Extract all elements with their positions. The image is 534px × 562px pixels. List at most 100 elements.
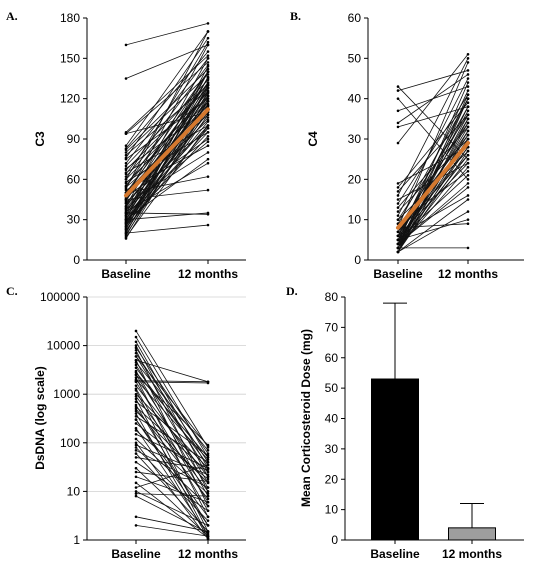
panel-b-12-month-point [466, 101, 470, 104]
panel-c-baseline-point [134, 376, 138, 379]
panel-c-baseline-point [134, 371, 138, 374]
panel-a-y-axis-label: C3 [33, 131, 47, 147]
panel-c-patient-line [135, 356, 209, 473]
panel-c-baseline-point [134, 446, 138, 449]
panel-c-baseline-point [134, 395, 138, 398]
panel-a-12-month-point [206, 140, 210, 143]
panel-a-baseline-point [124, 188, 128, 192]
panel-b-12-month-point [466, 129, 470, 133]
panel-a-baseline-point [124, 237, 128, 240]
panel-b-patient-line [397, 106, 469, 249]
panel-a-baseline-point [124, 218, 128, 221]
panel-a-baseline-point [124, 144, 128, 148]
panel-b-baseline-point [396, 141, 400, 145]
panel-c-baseline-point [134, 351, 138, 355]
panel-a-baseline-point [124, 151, 128, 154]
panel-c-patient-line [135, 495, 209, 534]
panel-b-patient-line [397, 94, 469, 249]
panel-c-baseline-point [134, 409, 138, 413]
panel-c-baseline-point [134, 379, 138, 382]
panel-c-baseline-point [134, 329, 138, 333]
panel-c-patient-line [135, 336, 209, 458]
panel-d: D. Mean Corticosteroid Dose (mg) 0 10 20 30… [286, 284, 524, 561]
panel-c-baseline-point [134, 384, 138, 387]
panel-c-patient-line [135, 374, 209, 446]
panel-a-12-month-point [206, 126, 210, 130]
panel-c-12-month-point [206, 380, 210, 384]
panel-b-y-tick-label: 20 [348, 172, 362, 186]
panel-c-patient-line [135, 393, 209, 469]
panel-c-12-month-point [206, 509, 210, 513]
panel-b-12-month-point [466, 165, 470, 169]
panel-c-patient-line [135, 341, 209, 469]
panel-a-y-tick-label: 120 [60, 92, 80, 106]
panel-c-baseline-point [134, 441, 138, 445]
panel-a-baseline-point [124, 175, 128, 178]
panel-c-baseline-point [134, 389, 138, 392]
panel-b-baseline-point [396, 182, 400, 185]
panel-c-y-tick-label: 1 [73, 533, 80, 547]
panel-b-12-month-point [466, 57, 470, 60]
panel-c-patient-line [135, 381, 209, 503]
panel-c-patient-line [135, 416, 209, 463]
panel-c-baseline-point [134, 432, 138, 436]
panel-a-letter: A. [6, 9, 18, 23]
panel-c-patient-line [135, 453, 209, 532]
panel-b-12-month-point [466, 153, 470, 157]
panel-b-mean-line [396, 141, 470, 230]
panel-b-12-month-point [466, 178, 470, 181]
panel-c-12-month-point [206, 504, 210, 508]
panel-c-baseline-point [134, 363, 138, 367]
panel-b-12-month-point [466, 85, 470, 88]
panel-c-patient-line [135, 381, 209, 384]
panel-a-12-month-point [206, 40, 210, 44]
panel-a-12-month-point [206, 151, 210, 154]
panel-a-patient-line [125, 55, 209, 133]
panel-c-patient-line [135, 396, 209, 492]
panel-a-patient-line [125, 71, 209, 187]
panel-c-patient-line [135, 362, 209, 451]
panel-b-12-month-point [466, 133, 470, 137]
panel-a-12-month-point [206, 90, 210, 94]
panel-b-12-month-point [466, 73, 470, 76]
panel-c-baseline-point [134, 405, 138, 409]
panel-d-x-tick-label: 12 months [442, 547, 502, 561]
panel-a-baseline-point [124, 161, 128, 165]
panel-b-12-month-point [466, 157, 470, 161]
panel-a-baseline-point [124, 202, 128, 205]
panel-c-baseline-point [134, 418, 138, 421]
panel-d-bar [448, 527, 496, 541]
panel-b-12-month-point [466, 113, 470, 117]
panel-a-baseline-point [124, 132, 128, 135]
panel-c-y-axis-label: DsDNA (log scale) [33, 366, 47, 470]
panel-b-12-month-point [466, 89, 470, 92]
panel-c-12-month-point [206, 530, 210, 533]
panel-c-patient-line [135, 524, 209, 537]
panel-c: C. DsDNA (log scale) 1 10 100 1000 10000 1000… [6, 284, 246, 561]
panel-c-12-month-point [206, 449, 210, 452]
panel-c-baseline-point [134, 456, 138, 459]
panel-a-12-month-point [206, 57, 210, 60]
panel-a-12-month-point [206, 94, 210, 98]
panel-a-12-month-point [206, 86, 210, 90]
panel-d-y-axis-label: Mean Corticosteroid Dose (mg) [299, 329, 313, 507]
panel-b-baseline-point [396, 109, 400, 113]
panel-c-patient-line [135, 356, 209, 447]
panel-c-y-tick-label: 100 [60, 436, 80, 450]
panel-c-patient-line [135, 398, 209, 537]
panel-a-patient-line [125, 189, 209, 200]
panel-b-patient-line [397, 211, 469, 253]
panel-c-12-month-point [206, 500, 210, 504]
panel-a-y-tick-label: 0 [73, 253, 80, 267]
panel-b-patient-line [397, 54, 469, 144]
panel-c-patient-line [135, 367, 209, 466]
panel-c-12-month-point [206, 494, 210, 498]
panel-a-y-tick-label: 150 [60, 51, 80, 65]
panel-c-patient-line [135, 442, 209, 540]
panel-b-12-month-point [466, 105, 470, 109]
panel-a-12-month-point [206, 188, 210, 192]
panel-c-baseline-point [134, 373, 138, 377]
panel-c-y-tick-label: 10000 [47, 339, 81, 353]
panel-a-patient-line [125, 31, 209, 189]
